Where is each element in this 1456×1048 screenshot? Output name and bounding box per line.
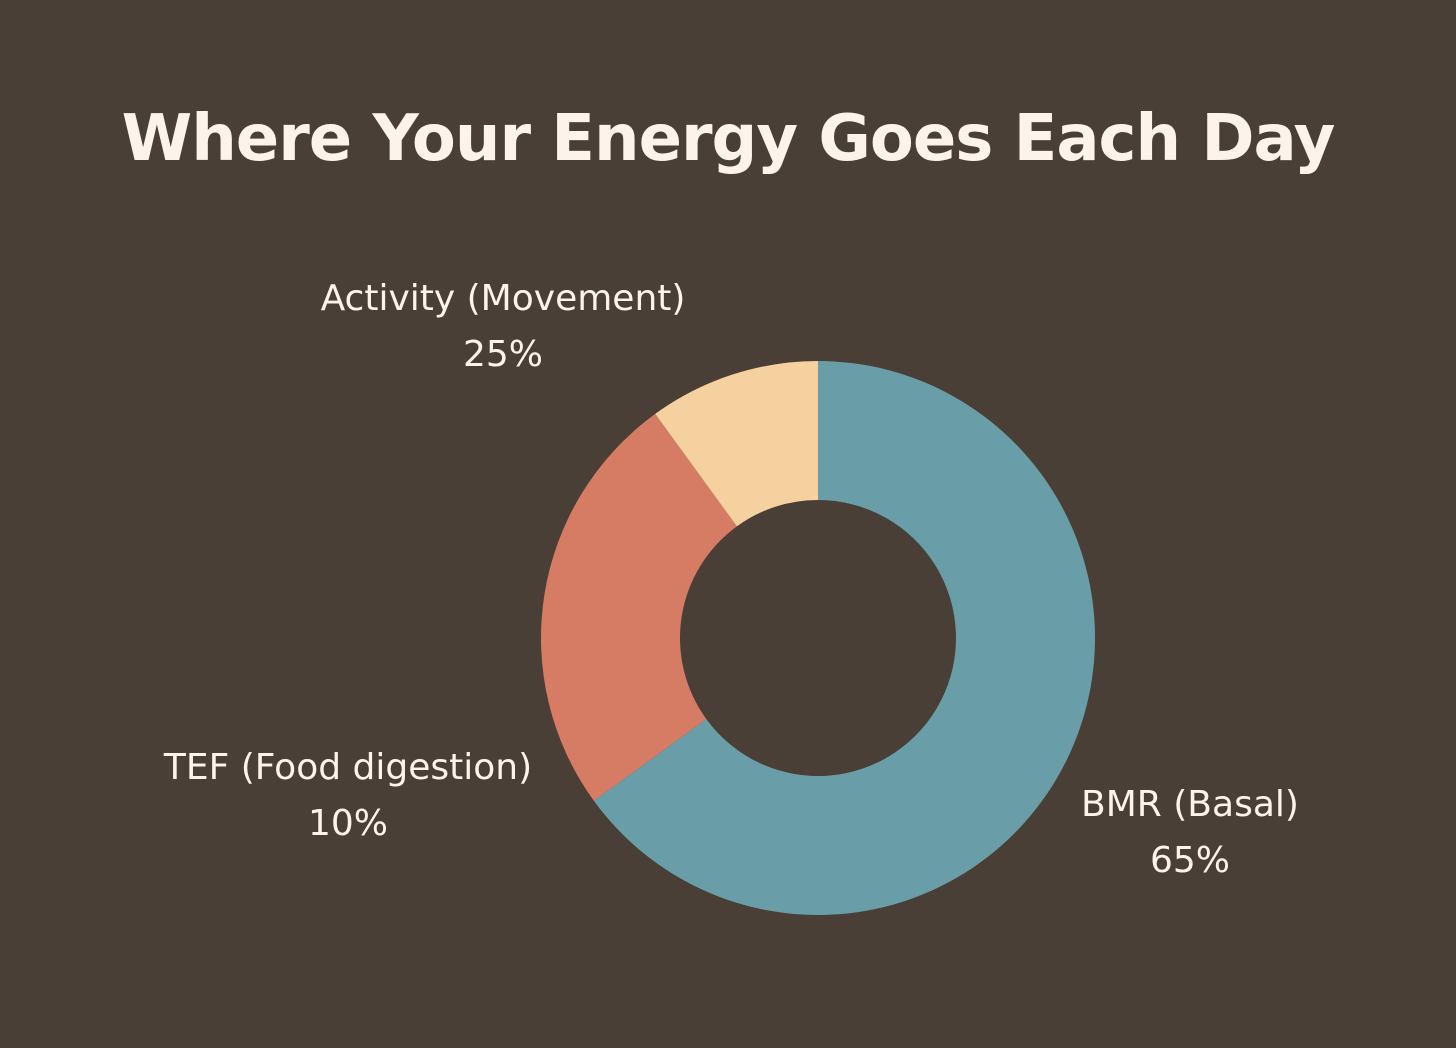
donut-slice-bmr: [593, 361, 1095, 915]
chart-title: Where Your Energy Goes Each Day: [121, 102, 1336, 176]
slice-label-tef: TEF (Food digestion) 10%: [148, 740, 548, 852]
slice-label-bmr-name: BMR (Basal): [1081, 784, 1299, 825]
donut-slice-activity: [540, 413, 737, 801]
slice-label-bmr-value: 65%: [1149, 840, 1230, 881]
slice-label-activity-name: Activity (Movement): [320, 278, 686, 319]
slice-label-activity-value: 25%: [462, 334, 543, 375]
donut-slice-tef: [655, 361, 818, 527]
slice-label-bmr: BMR (Basal) 65%: [1040, 777, 1340, 889]
slice-label-activity: Activity (Movement) 25%: [303, 271, 703, 383]
slice-label-tef-name: TEF (Food digestion): [163, 747, 533, 788]
slice-label-tef-value: 10%: [307, 803, 388, 844]
